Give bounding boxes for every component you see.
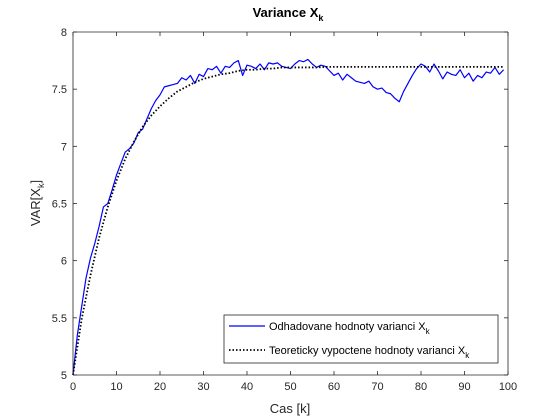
legend-label-theoretical-subscript: k [465,351,470,360]
y-tick-label: 8 [61,27,67,39]
chart-title: Variance Xk [253,5,325,23]
x-tick-label: 50 [284,381,296,393]
x-axis-ticks: 0 10 20 30 40 50 60 70 80 90 100 [70,32,517,393]
y-axis-label-subscript: k [36,183,46,188]
x-tick-label: 100 [499,381,517,393]
x-tick-label: 10 [110,381,122,393]
y-axis-ticks: 5 5.5 6 6.5 7 7.5 8 [52,27,508,382]
legend-label-estimated: Odhadovane hodnoty varianci Xk [269,321,431,336]
x-tick-label: 80 [415,381,427,393]
y-tick-label: 7 [61,141,67,153]
y-axis-label-end: ] [28,180,43,184]
y-tick-label: 5 [61,370,67,382]
legend-box [223,314,499,364]
chart-title-main: Variance X [253,5,319,20]
legend-label-theoretical-main: Teoreticky vypoctene hodnoty varianci X [269,345,466,357]
x-tick-label: 70 [371,381,383,393]
y-tick-label: 5.5 [52,313,67,325]
legend-label-estimated-main: Odhadovane hodnoty varianci X [269,321,426,333]
y-axis-label-main: VAR[X [28,188,43,226]
x-tick-label: 30 [197,381,209,393]
x-tick-label: 0 [70,381,76,393]
legend-label-estimated-subscript: k [426,327,431,336]
x-tick-label: 60 [328,381,340,393]
x-tick-label: 20 [154,381,166,393]
legend-label-theoretical: Teoreticky vypoctene hodnoty varianci Xk [269,345,470,360]
y-tick-label: 7.5 [52,84,67,96]
y-axis-label: VAR[Xk] [28,180,46,226]
x-axis-label: Cas [k] [270,401,310,416]
chart-title-subscript: k [318,13,324,23]
series-layer [72,58,505,376]
legend: Odhadovane hodnoty varianci Xk Teoretick… [223,314,499,364]
y-tick-label: 6 [61,256,67,268]
y-tick-label: 6.5 [52,199,67,211]
x-tick-label: 40 [241,381,253,393]
x-tick-label: 90 [458,381,470,393]
